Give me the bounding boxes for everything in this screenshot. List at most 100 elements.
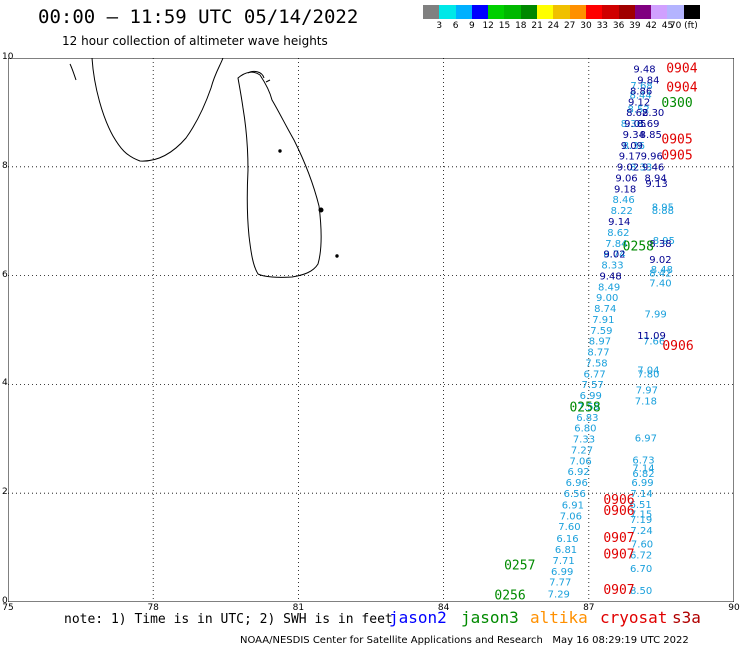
jason3-wave-height-label: 6.16 bbox=[556, 534, 578, 545]
jason3-wave-height-label: 8.36 bbox=[621, 119, 643, 130]
jason3-wave-height-label: 6.72 bbox=[630, 550, 652, 561]
jason3-wave-height-label: 7.59 bbox=[578, 402, 600, 413]
jason3-wave-height-label: 8.36 bbox=[623, 141, 645, 152]
cryosat-wave-height-label: 9.48 bbox=[599, 271, 621, 282]
color-scale-label: 30 bbox=[580, 21, 592, 31]
color-scale-swatch bbox=[602, 5, 619, 19]
cryosat-wave-height-label: 9.48 bbox=[633, 65, 655, 76]
cryosat-wave-height-label: 8.69 bbox=[637, 119, 659, 130]
jason3-wave-height-label: 8.74 bbox=[594, 304, 616, 315]
pass-time-label: 0906 bbox=[603, 504, 634, 519]
color-scale-label: 18 bbox=[515, 21, 527, 31]
color-scale-label: 39 bbox=[629, 21, 641, 31]
longitude-tick-label: 87 bbox=[583, 603, 595, 613]
cryosat-wave-height-label: 9.02 bbox=[603, 250, 625, 261]
jason3-wave-height-label: 7.15 bbox=[630, 510, 652, 521]
cryosat-wave-height-label: 9.14 bbox=[608, 217, 630, 228]
jason3-wave-height-label: 7.91 bbox=[592, 315, 614, 326]
jason3-wave-height-label: 7.58 bbox=[585, 358, 607, 369]
color-scale-label: 21 bbox=[531, 21, 543, 31]
jason3-wave-height-label: 6.99 bbox=[551, 567, 573, 578]
latitude-tick-label: 8 bbox=[2, 160, 8, 171]
jaffna-islands bbox=[69, 63, 271, 83]
jason3-wave-height-label: 7.06 bbox=[569, 456, 591, 467]
jason3-wave-height-label: 8.33 bbox=[601, 261, 623, 272]
jason3-wave-height-label: 7.60 bbox=[558, 522, 580, 533]
map-frame bbox=[8, 58, 734, 602]
cryosat-wave-height-label: 9.02 bbox=[649, 255, 671, 266]
color-scale-swatch bbox=[553, 5, 570, 19]
jason3-wave-height-label: 8.52 bbox=[628, 104, 650, 115]
jason3-wave-height-label: 6.99 bbox=[580, 391, 602, 402]
jason3-wave-height-label: 7.99 bbox=[644, 309, 666, 320]
page-title: 00:00 – 11:59 UTC 05/14/2022 bbox=[38, 6, 359, 28]
color-scale-label: 24 bbox=[547, 21, 560, 31]
longitude-tick-label: 90 bbox=[728, 603, 740, 613]
jason3-wave-height-label: 7.29 bbox=[548, 590, 570, 601]
jason3-wave-height-label: 8.77 bbox=[587, 348, 609, 359]
legend-jason2: jason2 bbox=[389, 608, 447, 627]
color-scale-label: 15 bbox=[498, 21, 511, 31]
jason3-wave-height-label: 6.96 bbox=[566, 478, 588, 489]
legend-s3a: s3a bbox=[672, 608, 701, 627]
color-scale-swatch bbox=[634, 5, 652, 19]
color-scale-swatch bbox=[488, 5, 505, 19]
sri-lanka-island bbox=[237, 71, 322, 278]
cryosat-wave-height-label: 9.34 bbox=[623, 130, 645, 141]
color-scale-label: 33 bbox=[596, 21, 609, 31]
color-scale-swatch bbox=[471, 5, 489, 19]
jason3-wave-height-label: 7.84 bbox=[605, 239, 627, 250]
jason3-wave-height-label: 7.24 bbox=[630, 526, 652, 537]
page-subtitle: 12 hour collection of altimeter wave hei… bbox=[62, 34, 328, 48]
jason3-wave-height-label: 8.95 bbox=[653, 236, 675, 247]
latitude-tick-label: 4 bbox=[2, 378, 8, 389]
color-scale-swatch bbox=[667, 5, 684, 19]
jason3-wave-height-label: 6.77 bbox=[583, 369, 605, 380]
jason3-wave-height-label: 7.19 bbox=[630, 515, 652, 526]
color-scale-label: 70 (ft) bbox=[669, 21, 698, 31]
footer-credit: NOAA/NESDIS Center for Satellite Applica… bbox=[240, 635, 689, 646]
pass-time-label: 0905 bbox=[661, 132, 692, 147]
jason3-wave-height-label: 7.59 bbox=[590, 326, 612, 337]
color-scale-label: 45 bbox=[661, 21, 674, 31]
india-coast bbox=[91, 58, 224, 162]
jason3-wave-height-label: 6.97 bbox=[635, 434, 657, 445]
color-scale-label: 9 bbox=[469, 21, 475, 31]
jason3-wave-height-label: 7.71 bbox=[553, 556, 575, 567]
color-scale-swatch bbox=[537, 5, 554, 19]
pass-time-label: 0907 bbox=[603, 547, 634, 562]
color-scale-swatch bbox=[520, 5, 538, 19]
longitude-tick-label: 81 bbox=[292, 603, 305, 613]
jason3-wave-height-label: 8.95 bbox=[652, 202, 674, 213]
jason3-wave-height-label: 7.68 bbox=[630, 81, 652, 92]
jason3-wave-height-label: 6.51 bbox=[629, 500, 651, 511]
jason3-wave-height-label: 6.73 bbox=[632, 455, 654, 466]
jason3-wave-height-label: 8.74 bbox=[603, 250, 625, 261]
jason3-wave-height-label: 7.27 bbox=[571, 445, 593, 456]
latitude-tick-label: 10 bbox=[2, 52, 14, 62]
jason3-wave-height-label: 7.60 bbox=[631, 540, 653, 551]
sri-lanka-coastline bbox=[69, 58, 339, 278]
pass-time-label: 0904 bbox=[666, 81, 697, 96]
jason3-wave-height-label: 7.33 bbox=[573, 435, 595, 446]
cryosat-wave-height-label: 9.12 bbox=[628, 97, 650, 108]
cryosat-wave-height-label: 9.18 bbox=[614, 184, 636, 195]
cryosat-wave-height-label: 9.46 bbox=[642, 163, 664, 174]
pass-time-label: 0906 bbox=[603, 493, 634, 508]
jason3-wave-height-label: 7.18 bbox=[635, 397, 657, 408]
cryosat-wave-height-label: 8.62 bbox=[626, 108, 648, 119]
units-note: note: 1) Time is in UTC; 2) SWH is in fe… bbox=[64, 612, 393, 627]
jason3-wave-height-label: 7.77 bbox=[549, 578, 571, 589]
jason3-wave-height-label: 6.70 bbox=[630, 564, 652, 575]
cryosat-wave-height-label: 8.85 bbox=[640, 130, 662, 141]
legend-cryosat: cryosat bbox=[600, 608, 668, 627]
pass-time-label: 0906 bbox=[662, 339, 693, 354]
color-scale-label: 36 bbox=[612, 21, 625, 31]
jason3-wave-height-label: 7.14 bbox=[630, 489, 652, 500]
jason3-wave-height-label: 8.97 bbox=[589, 337, 611, 348]
pass-time-label: 0907 bbox=[603, 531, 634, 546]
longitude-tick-label: 78 bbox=[147, 603, 159, 613]
color-scale-swatch bbox=[504, 5, 521, 19]
map-grid bbox=[8, 58, 734, 602]
